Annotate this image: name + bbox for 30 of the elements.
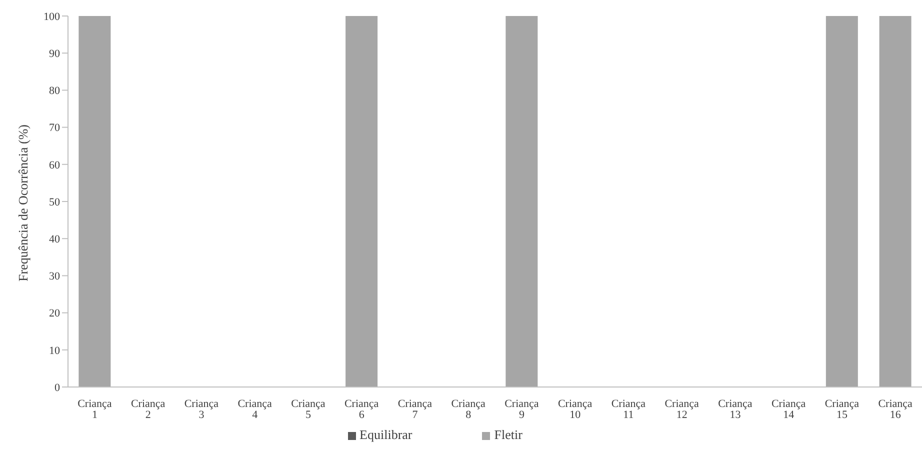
x-tick-label: Criança 10 bbox=[558, 398, 592, 421]
y-tick-label: 30 bbox=[49, 270, 60, 283]
x-tick-label: Criança 12 bbox=[664, 398, 700, 421]
x-tick-label: Criança 3 bbox=[184, 398, 219, 421]
legend-label: Equilibrar bbox=[360, 427, 412, 442]
y-tick-label: 10 bbox=[49, 344, 60, 357]
x-tick-label: Criança 9 bbox=[504, 398, 539, 421]
x-tick-label: Criança 5 bbox=[291, 398, 326, 421]
x-tick-label: Criança 4 bbox=[238, 398, 272, 421]
x-tick-label: Criança 13 bbox=[718, 398, 752, 421]
legend-label: Fletir bbox=[494, 427, 522, 442]
x-tick-label: Criança 15 bbox=[824, 398, 860, 421]
y-axis-title: Frequência de Ocorrência (%) bbox=[16, 124, 31, 282]
y-tick-label: 20 bbox=[49, 308, 60, 320]
y-tick-label: 40 bbox=[49, 234, 60, 246]
y-tick-label: 90 bbox=[49, 48, 60, 60]
y-tick-label: 100 bbox=[44, 10, 60, 23]
x-tick-label: Criança 16 bbox=[878, 398, 913, 421]
y-tick-label: 60 bbox=[49, 159, 60, 172]
x-tick-label: Criança 14 bbox=[771, 398, 806, 421]
y-tick-label: 0 bbox=[54, 382, 60, 394]
x-tick-label: Criança 1 bbox=[78, 398, 112, 421]
y-tick-label: 80 bbox=[49, 85, 60, 98]
y-tick-label: 50 bbox=[49, 196, 60, 208]
x-tick-label: Criança 2 bbox=[130, 398, 166, 421]
y-tick-label: 70 bbox=[49, 122, 60, 134]
x-tick-label: Criança 11 bbox=[611, 398, 646, 421]
x-tick-label: Criança 7 bbox=[398, 398, 432, 421]
x-tick-label: Criança 6 bbox=[344, 398, 379, 421]
x-tick-label: Criança 8 bbox=[451, 398, 486, 421]
